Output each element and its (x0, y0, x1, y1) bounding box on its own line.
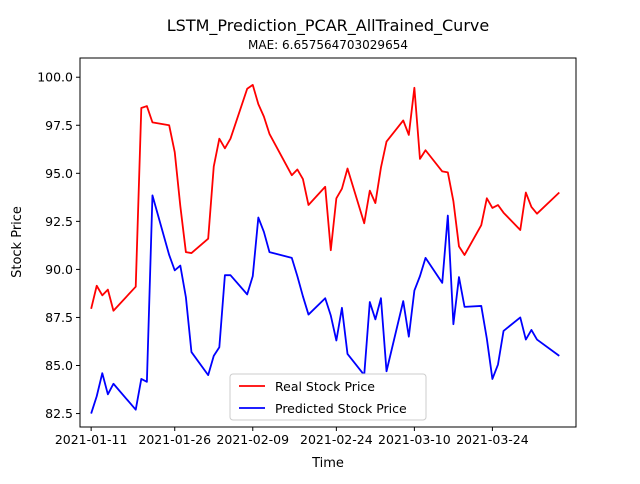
predicted-price-line (90, 194, 560, 414)
chart-title: LSTM_Prediction_PCAR_AllTrained_Curve (167, 16, 489, 36)
x-tick-label: 2021-03-24 (456, 432, 529, 447)
legend-label-real: Real Stock Price (275, 379, 375, 394)
y-axis-label: Stock Price (10, 206, 25, 278)
real-price-line (90, 84, 560, 312)
y-tick-label: 85.0 (45, 358, 73, 373)
y-tick-label: 82.5 (45, 406, 73, 421)
x-tick-label: 2021-01-26 (138, 432, 211, 447)
x-axis-label: Time (311, 456, 344, 471)
chart-subtitle: MAE: 6.657564703029654 (248, 38, 408, 52)
y-tick-label: 87.5 (45, 310, 73, 325)
x-tick-label: 2021-03-10 (378, 432, 451, 447)
x-tick-label: 2021-01-11 (55, 432, 128, 447)
y-tick-label: 100.0 (37, 70, 73, 85)
legend-box (229, 373, 427, 421)
y-tick-label: 97.5 (45, 118, 73, 133)
plot-area-frame (79, 57, 577, 428)
x-tick-label: 2021-02-24 (300, 432, 373, 447)
legend-label-predicted: Predicted Stock Price (275, 401, 407, 416)
x-axis-ticks: 2021-01-11 2021-01-26 2021-02-09 2021-02-24… (55, 427, 529, 447)
x-tick-label: 2021-02-09 (216, 432, 289, 447)
series-layer (90, 84, 560, 414)
legend: Real Stock Price Predicted Stock Price (229, 373, 427, 421)
y-tick-label: 92.5 (45, 214, 73, 229)
y-tick-label: 95.0 (45, 166, 73, 181)
y-tick-label: 90.0 (45, 262, 73, 277)
y-axis-ticks: 82.5 85.0 87.5 90.0 92.5 95.0 97.5 100.0 (37, 70, 80, 421)
